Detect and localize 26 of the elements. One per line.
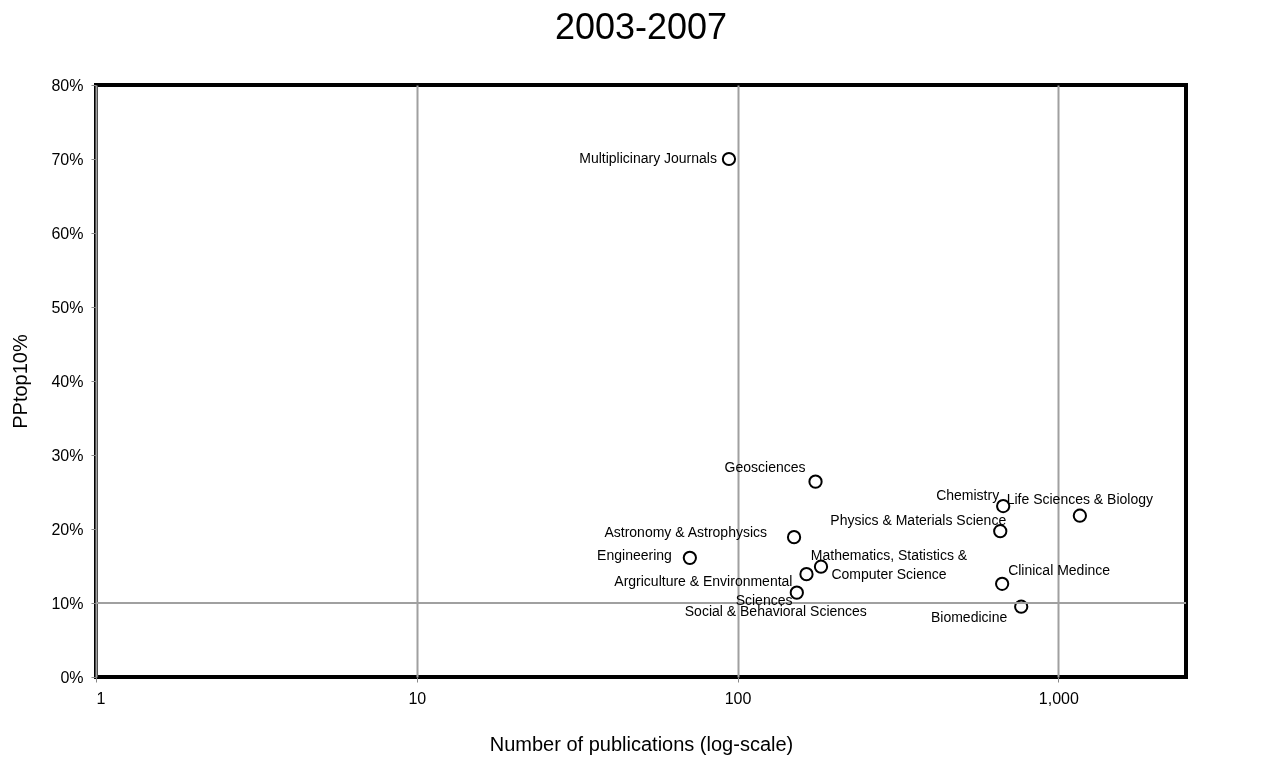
y-tick-label: 30%	[51, 446, 84, 464]
annotation: Physics & Materials Science	[830, 512, 1007, 529]
y-tick-label: 70%	[51, 150, 84, 168]
annotation: Multiplicinary Journals	[579, 150, 717, 166]
annotation: Biomedicine	[930, 608, 1008, 625]
annotation: Astronomy & Astrophysics	[604, 524, 768, 541]
y-tick-label: 20%	[51, 520, 84, 538]
x-tick-label: 10	[408, 689, 427, 707]
annotation: Geosciences	[724, 458, 806, 475]
y-tick-label: 80%	[51, 76, 84, 94]
x-tick-label: 1,000	[1038, 689, 1079, 707]
annotation: Clinical Medince	[1008, 561, 1111, 578]
y-tick-label: 40%	[51, 372, 84, 390]
y-tick-label: 10%	[51, 594, 84, 612]
annotation: Mathematics, Statistics & Computer Science	[810, 546, 968, 582]
x-tick-label: 100	[724, 689, 752, 707]
y-tick-label: 60%	[51, 224, 84, 242]
chart-title: 2003-2007	[554, 6, 728, 47]
y-axis-title: PPtop10%	[9, 334, 32, 429]
annotation: Life Sciences & Biology	[1006, 490, 1154, 507]
x-axis-title: Number of publications (log-scale)	[489, 732, 794, 755]
y-tick-label: 50%	[51, 298, 84, 316]
annotation: Engineering	[597, 546, 672, 563]
y-tick-label: 0%	[60, 668, 84, 686]
annotation: Chemistry	[936, 487, 1000, 504]
x-tick-label: 1	[96, 689, 106, 707]
